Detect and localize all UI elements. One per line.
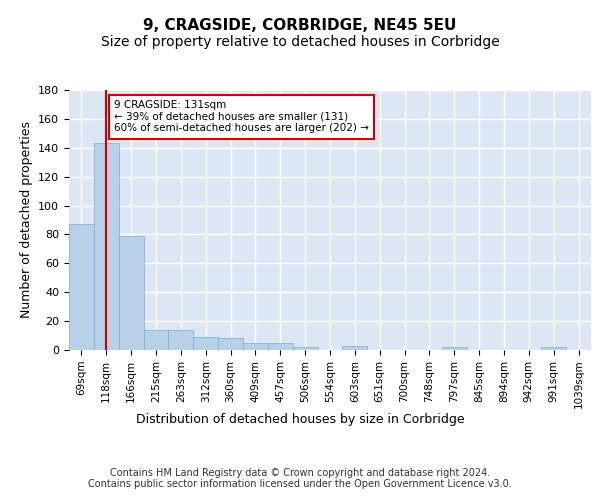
Bar [119,236,143,350]
Bar [293,347,317,350]
Text: 9 CRAGSIDE: 131sqm
← 39% of detached houses are smaller (131)
60% of semi-detach: 9 CRAGSIDE: 131sqm ← 39% of detached hou… [114,100,368,134]
Bar [193,337,218,350]
Text: 9, CRAGSIDE, CORBRIDGE, NE45 5EU: 9, CRAGSIDE, CORBRIDGE, NE45 5EU [143,18,457,32]
Bar [442,347,467,350]
Text: Distribution of detached houses by size in Corbridge: Distribution of detached houses by size … [136,412,464,426]
Bar [69,224,94,350]
Text: Size of property relative to detached houses in Corbridge: Size of property relative to detached ho… [101,35,499,49]
Bar [343,346,367,350]
Bar [143,330,169,350]
Y-axis label: Number of detached properties: Number of detached properties [20,122,32,318]
Bar [218,338,243,350]
Bar [94,144,119,350]
Text: Contains HM Land Registry data © Crown copyright and database right 2024.
Contai: Contains HM Land Registry data © Crown c… [88,468,512,489]
Bar [243,343,268,350]
Bar [268,343,293,350]
Bar [541,347,566,350]
Bar [169,330,193,350]
